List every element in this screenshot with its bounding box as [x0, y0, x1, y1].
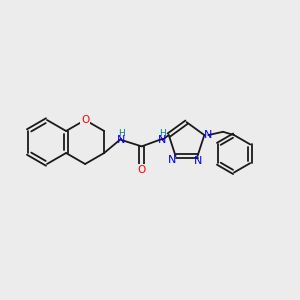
- Text: H: H: [159, 129, 166, 138]
- Text: N: N: [167, 155, 176, 165]
- Text: O: O: [81, 115, 89, 125]
- Text: N: N: [204, 130, 212, 140]
- Text: N: N: [158, 135, 166, 145]
- Text: H: H: [118, 129, 124, 138]
- Text: N: N: [117, 135, 125, 145]
- Text: O: O: [138, 165, 146, 175]
- Text: N: N: [194, 156, 203, 166]
